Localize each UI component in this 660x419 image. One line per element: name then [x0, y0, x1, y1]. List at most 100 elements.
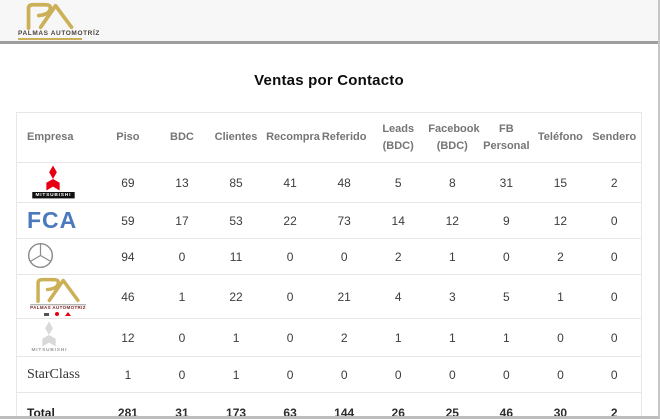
- value-cell: 0: [425, 356, 480, 393]
- value-cell: 0: [263, 356, 318, 393]
- value-cell: 53: [209, 202, 264, 239]
- value-cell: 5: [371, 162, 426, 203]
- value-cell: 0: [479, 238, 534, 275]
- value-cell: 4: [371, 274, 426, 319]
- value-cell: 1: [209, 356, 264, 393]
- brand-underline: [18, 38, 82, 40]
- brand-mark-icon: [65, 312, 72, 316]
- value-cell: 1: [100, 356, 155, 393]
- value-cell: 12: [100, 318, 155, 357]
- column-header: Clientes: [209, 112, 264, 163]
- table-row: PALMAS AUTOMOTRIZ 46 1 22 0 21 4 3 5 1 0: [16, 274, 642, 319]
- value-cell: 0: [154, 238, 209, 275]
- value-cell: 0: [587, 318, 642, 357]
- value-cell: 0: [479, 356, 534, 393]
- value-cell: 1: [209, 318, 264, 357]
- brand-name: PALMAS AUTOMOTRÍZ: [18, 29, 100, 37]
- starclass-label: StarClass: [27, 366, 80, 382]
- value-cell: 2: [587, 162, 642, 203]
- total-value-cell: 63: [263, 392, 318, 416]
- value-cell: 0: [587, 356, 642, 393]
- brand-marks: [44, 312, 72, 316]
- value-cell: 0: [533, 318, 588, 357]
- value-cell: 0: [263, 318, 318, 357]
- total-value-cell: 173: [209, 392, 264, 416]
- column-header: Recompra: [263, 112, 320, 163]
- value-cell: 1: [533, 274, 588, 319]
- value-cell: 48: [317, 162, 372, 203]
- column-header: BDC: [154, 112, 209, 163]
- value-cell: 22: [209, 274, 264, 319]
- palmas-monogram-icon: [26, 2, 74, 30]
- mitsubishi-diamonds-icon: [42, 321, 56, 347]
- value-cell: 3: [425, 274, 480, 319]
- value-cell: 1: [479, 318, 534, 357]
- total-value-cell: 25: [425, 392, 480, 416]
- fca-logo: FCA: [27, 207, 78, 233]
- mitsubishi-logo: MITSUBISHI: [27, 165, 80, 200]
- value-cell: 41: [263, 162, 318, 203]
- company-cell: MITSUBISHI: [16, 318, 101, 357]
- value-cell: 11: [209, 238, 264, 275]
- top-bar: PALMAS AUTOMOTRÍZ: [0, 0, 658, 44]
- palmas-logo: PALMAS AUTOMOTRIZ: [27, 277, 89, 316]
- column-header: Sendero: [587, 112, 642, 163]
- table-row: 94 0 11 0 0 2 1 0 2 0: [16, 238, 642, 275]
- value-cell: 0: [587, 238, 642, 275]
- total-value-cell: 30: [533, 392, 588, 416]
- value-cell: 2: [317, 318, 372, 357]
- company-cell: FCA: [16, 202, 101, 239]
- value-cell: 9: [479, 202, 534, 239]
- value-cell: 73: [317, 202, 372, 239]
- column-header: Piso: [100, 112, 155, 163]
- column-header: Leads (BDC): [371, 112, 426, 163]
- mitsubishi-gray-logo: MITSUBISHI: [27, 321, 72, 354]
- sales-table-container: Empresa Piso BDC Clientes Recompra Referido Le…: [16, 112, 642, 416]
- company-cell: MITSUBISHI: [16, 162, 101, 203]
- value-cell: 69: [100, 162, 155, 203]
- company-cell: [16, 238, 101, 275]
- company-cell: PALMAS AUTOMOTRIZ: [16, 274, 101, 319]
- column-header-empresa: Empresa: [16, 112, 101, 163]
- value-cell: 1: [154, 274, 209, 319]
- brand-mark-icon: [44, 312, 50, 316]
- value-cell: 21: [317, 274, 372, 319]
- mercedes-logo-icon: [27, 242, 54, 268]
- value-cell: 8: [425, 162, 480, 203]
- column-header: Referido: [317, 112, 372, 163]
- value-cell: 85: [209, 162, 264, 203]
- table-row: FCA 59 17 53 22 73 14 12 9 12 0: [16, 202, 642, 239]
- total-value-cell: 46: [479, 392, 534, 416]
- value-cell: 46: [100, 274, 155, 319]
- table-row: MITSUBISHI 12 0 1 0 2 1 1 1 0 0: [16, 318, 642, 357]
- palmas-wordmark: PALMAS AUTOMOTRIZ: [30, 304, 86, 311]
- table-body: MITSUBISHI 69 13 85 41 48 5 8 31 15 2 FCA 59 17 53 2…: [16, 162, 642, 416]
- value-cell: 17: [154, 202, 209, 239]
- mitsubishi-wordmark: MITSUBISHI: [32, 192, 75, 199]
- mitsubishi-diamonds-icon: [46, 165, 60, 191]
- value-cell: 2: [533, 238, 588, 275]
- mitsubishi-wordmark: MITSUBISHI: [31, 348, 68, 353]
- total-value-cell: 2: [587, 392, 642, 416]
- value-cell: 59: [100, 202, 155, 239]
- column-header: FB Personal: [479, 112, 534, 163]
- value-cell: 0: [263, 274, 318, 319]
- column-header: Teléfono: [533, 112, 588, 163]
- total-value-cell: 26: [371, 392, 426, 416]
- value-cell: 0: [317, 356, 372, 393]
- value-cell: 15: [533, 162, 588, 203]
- page-title: Ventas por Contacto: [254, 72, 404, 89]
- total-row: Total 281 31 173 63 144 26 25 46 30 2: [16, 392, 642, 416]
- total-value-cell: 144: [317, 392, 372, 416]
- value-cell: 1: [425, 238, 480, 275]
- company-cell: StarClass: [16, 356, 101, 393]
- value-cell: 12: [425, 202, 480, 239]
- value-cell: 0: [317, 238, 372, 275]
- palmas-monogram-icon: [36, 277, 80, 303]
- value-cell: 22: [263, 202, 318, 239]
- value-cell: 0: [154, 318, 209, 357]
- value-cell: 5: [479, 274, 534, 319]
- value-cell: 1: [425, 318, 480, 357]
- total-label: Total: [16, 392, 101, 416]
